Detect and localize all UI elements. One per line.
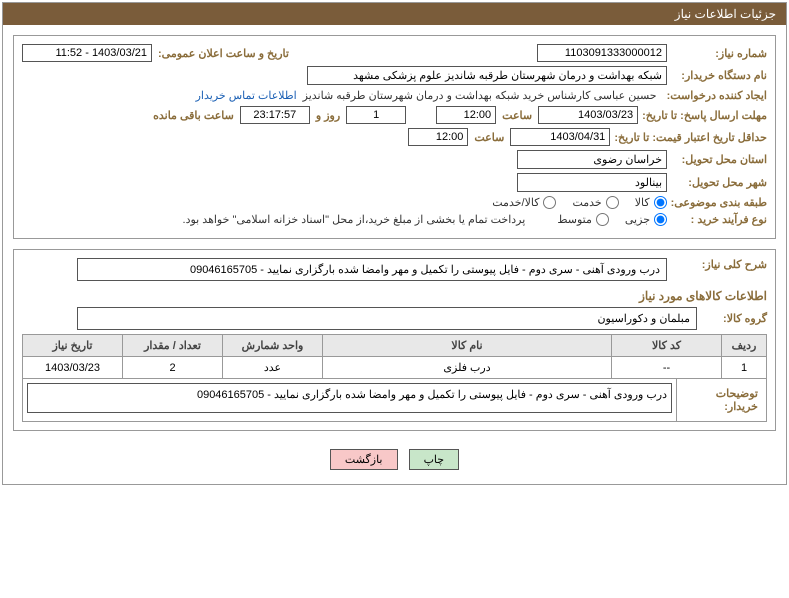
days-count: 1	[346, 106, 406, 124]
payment-note: پرداخت تمام یا بخشی از مبلغ خرید،از محل …	[183, 213, 546, 226]
th-qty: تعداد / مقدار	[123, 335, 223, 357]
cell-code: --	[612, 357, 722, 379]
city-label: شهر محل تحویل:	[667, 176, 767, 189]
need-number-label: شماره نیاز:	[667, 47, 767, 60]
remaining-label: ساعت باقی مانده	[147, 109, 240, 122]
province-value: خراسان رضوی	[517, 150, 667, 169]
desc-title-label: شرح کلی نیاز:	[667, 258, 767, 271]
announce-label: تاریخ و ساعت اعلان عمومی:	[152, 47, 295, 60]
deadline-time: 12:00	[436, 106, 496, 124]
deadline-label: مهلت ارسال پاسخ: تا تاریخ:	[638, 109, 767, 122]
cell-row: 1	[722, 357, 767, 379]
radio-goods-label: کالا	[635, 196, 650, 209]
content-area: شماره نیاز: 1103091333000012 تاریخ و ساع…	[3, 25, 786, 484]
province-label: استان محل تحویل:	[667, 153, 767, 166]
requester-label: ایجاد کننده درخواست:	[663, 89, 767, 102]
need-number-value: 1103091333000012	[537, 44, 667, 62]
back-button[interactable]: بازگشت	[330, 449, 398, 470]
details-window: جزئیات اطلاعات نیاز شماره نیاز: 11030913…	[2, 2, 787, 485]
group-value: مبلمان و دکوراسیون	[77, 307, 697, 330]
process-radios: جزیی متوسط	[545, 213, 667, 226]
items-table: ردیف کد کالا نام کالا واحد شمارش تعداد /…	[22, 334, 767, 379]
items-section-title: اطلاعات کالاهای مورد نیاز	[22, 289, 767, 303]
print-button[interactable]: چاپ	[409, 449, 460, 470]
radio-service-label: خدمت	[572, 196, 601, 209]
announce-value: 1403/03/21 - 11:52	[22, 44, 152, 62]
process-label: نوع فرآیند خرید :	[667, 213, 767, 226]
cell-date: 1403/03/23	[23, 357, 123, 379]
validity-time-label: ساعت	[468, 131, 510, 144]
group-label: گروه کالا:	[697, 312, 767, 325]
radio-service[interactable]	[606, 196, 619, 209]
category-radios: کالا خدمت کالا/خدمت	[480, 196, 666, 209]
validity-label: حداقل تاریخ اعتبار قیمت: تا تاریخ:	[610, 131, 767, 144]
table-row: 1 -- درب فلزی عدد 2 1403/03/23	[23, 357, 767, 379]
radio-medium-label: متوسط	[557, 213, 592, 226]
requester-value: حسین عباسی کارشناس خرید شبکه بهداشت و در…	[303, 89, 663, 102]
radio-goods[interactable]	[654, 196, 667, 209]
deadline-date: 1403/03/23	[538, 106, 638, 124]
countdown: 23:17:57	[240, 106, 310, 124]
validity-date: 1403/04/31	[510, 128, 610, 146]
cell-qty: 2	[123, 357, 223, 379]
radio-medium[interactable]	[596, 213, 609, 226]
radio-goods-service-label: کالا/خدمت	[492, 196, 539, 209]
validity-time: 12:00	[408, 128, 468, 146]
buyer-notes-value: درب ورودی آهنی - سری دوم - فایل پیوستی ر…	[27, 383, 672, 413]
deadline-time-label: ساعت	[496, 109, 538, 122]
days-and-label: روز و	[310, 109, 346, 122]
cell-unit: عدد	[223, 357, 323, 379]
cell-name: درب فلزی	[323, 357, 612, 379]
main-fieldset: شماره نیاز: 1103091333000012 تاریخ و ساع…	[13, 35, 776, 239]
th-unit: واحد شمارش	[223, 335, 323, 357]
radio-goods-service[interactable]	[543, 196, 556, 209]
th-name: نام کالا	[323, 335, 612, 357]
th-row: ردیف	[722, 335, 767, 357]
buyer-org-label: نام دستگاه خریدار:	[667, 69, 767, 82]
buyer-notes-row: توضیحات خریدار: درب ورودی آهنی - سری دوم…	[22, 379, 767, 422]
buyer-contact-link[interactable]: اطلاعات تماس خریدار	[196, 89, 303, 102]
radio-partial-label: جزیی	[625, 213, 650, 226]
th-code: کد کالا	[612, 335, 722, 357]
button-row: چاپ بازگشت	[13, 441, 776, 474]
th-date: تاریخ نیاز	[23, 335, 123, 357]
table-header-row: ردیف کد کالا نام کالا واحد شمارش تعداد /…	[23, 335, 767, 357]
desc-title-value: درب ورودی آهنی - سری دوم - فایل پیوستی ر…	[77, 258, 667, 281]
desc-fieldset: شرح کلی نیاز: درب ورودی آهنی - سری دوم -…	[13, 249, 776, 431]
buyer-org-value: شبکه بهداشت و درمان شهرستان طرقبه شاندیز…	[307, 66, 667, 85]
category-label: طبقه بندی موضوعی:	[667, 196, 767, 209]
city-value: بینالود	[517, 173, 667, 192]
radio-partial[interactable]	[654, 213, 667, 226]
buyer-notes-label: توضیحات خریدار:	[676, 379, 766, 421]
window-title: جزئیات اطلاعات نیاز	[3, 3, 786, 25]
